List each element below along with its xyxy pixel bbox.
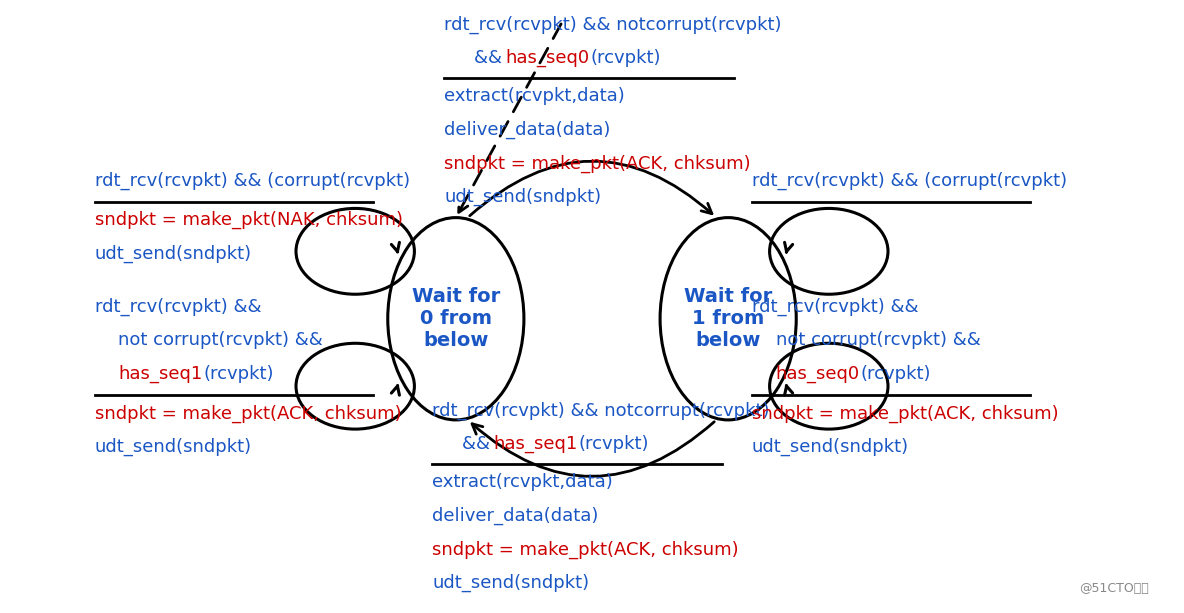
Text: sndpkt = make_pkt(ACK, chksum): sndpkt = make_pkt(ACK, chksum) [444, 154, 751, 173]
Text: has_seq1: has_seq1 [118, 365, 202, 383]
Text: @51CTO博客: @51CTO博客 [1079, 582, 1148, 595]
Text: not corrupt(rcvpkt) &&: not corrupt(rcvpkt) && [776, 331, 980, 349]
Text: (rcvpkt): (rcvpkt) [591, 49, 662, 67]
Text: rdt_rcv(rcvpkt) && notcorrupt(rcvpkt): rdt_rcv(rcvpkt) && notcorrupt(rcvpkt) [444, 15, 781, 34]
Text: extract(rcvpkt,data): extract(rcvpkt,data) [444, 87, 625, 105]
Text: &&: && [474, 49, 508, 67]
Text: deliver_data(data): deliver_data(data) [432, 507, 599, 525]
Text: (rcvpkt): (rcvpkt) [204, 365, 275, 383]
Text: rdt_rcv(rcvpkt) && notcorrupt(rcvpkt): rdt_rcv(rcvpkt) && notcorrupt(rcvpkt) [432, 402, 770, 420]
Text: udt_send(sndpkt): udt_send(sndpkt) [752, 438, 909, 456]
Text: sndpkt = make_pkt(NAK, chksum): sndpkt = make_pkt(NAK, chksum) [95, 211, 403, 229]
Text: udt_send(sndpkt): udt_send(sndpkt) [95, 245, 252, 263]
Text: sndpkt = make_pkt(ACK, chksum): sndpkt = make_pkt(ACK, chksum) [95, 405, 401, 422]
Text: &&: && [462, 435, 496, 453]
Text: has_seq0: has_seq0 [776, 365, 860, 383]
Text: udt_send(sndpkt): udt_send(sndpkt) [432, 574, 590, 593]
Text: has_seq0: has_seq0 [506, 49, 590, 67]
Text: not corrupt(rcvpkt) &&: not corrupt(rcvpkt) && [118, 331, 323, 349]
Text: udt_send(sndpkt): udt_send(sndpkt) [444, 188, 601, 207]
Text: (rcvpkt): (rcvpkt) [579, 435, 650, 453]
Text: (rcvpkt): (rcvpkt) [861, 365, 932, 383]
Text: Wait for
0 from
below: Wait for 0 from below [412, 287, 500, 350]
Text: rdt_rcv(rcvpkt) && (corrupt(rcvpkt): rdt_rcv(rcvpkt) && (corrupt(rcvpkt) [752, 172, 1067, 190]
Text: sndpkt = make_pkt(ACK, chksum): sndpkt = make_pkt(ACK, chksum) [432, 541, 739, 559]
Text: deliver_data(data): deliver_data(data) [444, 121, 611, 139]
Text: extract(rcvpkt,data): extract(rcvpkt,data) [432, 473, 613, 491]
Text: rdt_rcv(rcvpkt) &&: rdt_rcv(rcvpkt) && [95, 297, 262, 316]
Text: udt_send(sndpkt): udt_send(sndpkt) [95, 438, 252, 456]
Text: sndpkt = make_pkt(ACK, chksum): sndpkt = make_pkt(ACK, chksum) [752, 405, 1058, 422]
Text: rdt_rcv(rcvpkt) && (corrupt(rcvpkt): rdt_rcv(rcvpkt) && (corrupt(rcvpkt) [95, 172, 410, 190]
Text: has_seq1: has_seq1 [494, 435, 578, 454]
Text: Wait for
1 from
below: Wait for 1 from below [684, 287, 772, 350]
Text: rdt_rcv(rcvpkt) &&: rdt_rcv(rcvpkt) && [752, 297, 919, 316]
